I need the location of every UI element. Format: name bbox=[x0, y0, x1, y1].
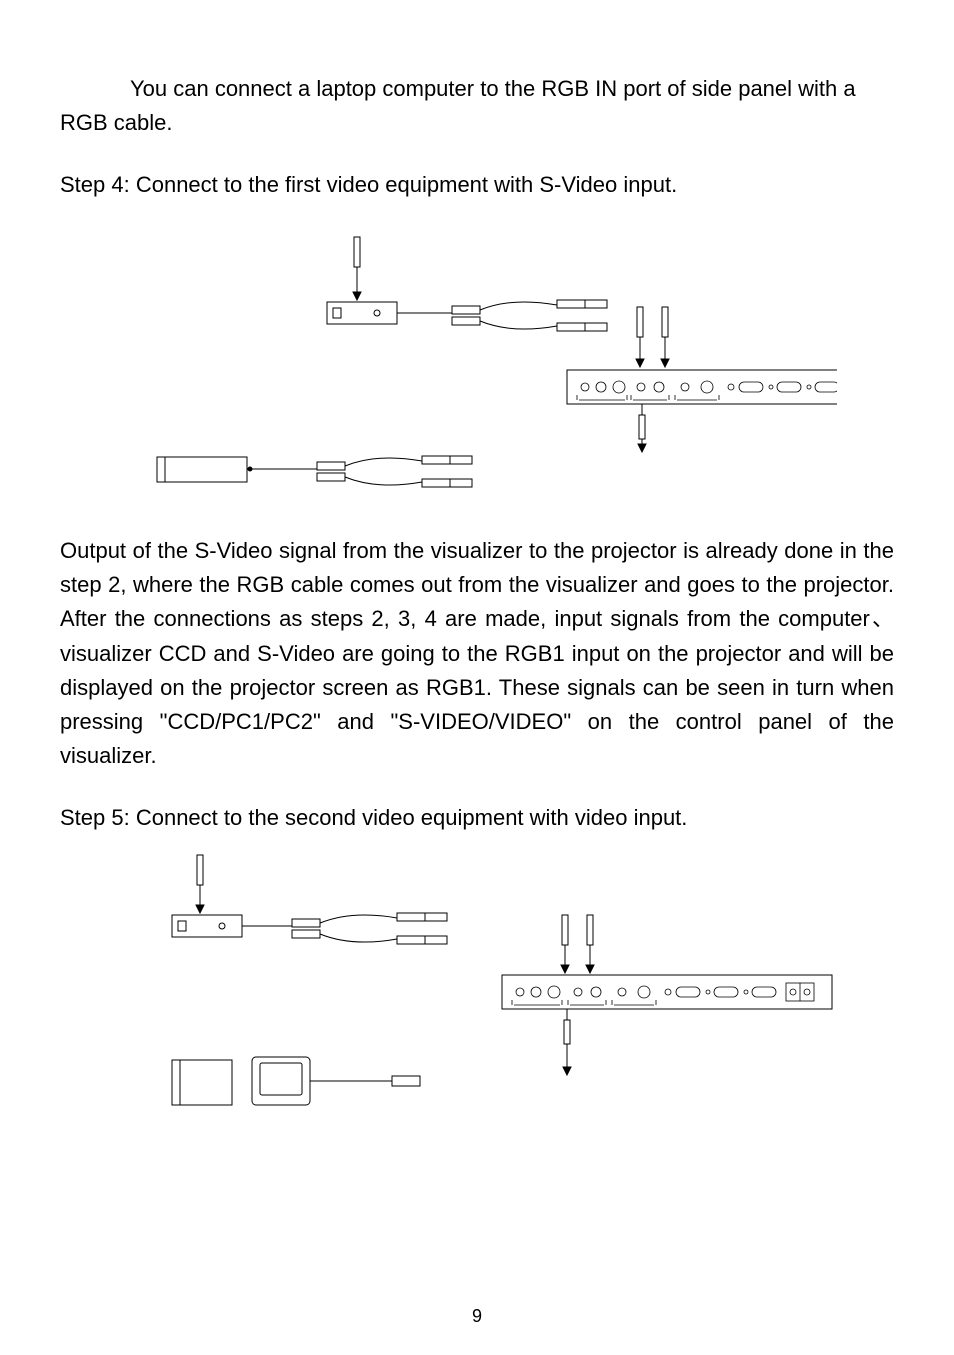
diagram-step5 bbox=[60, 845, 894, 1135]
output-paragraph: Output of the S-Video signal from the vi… bbox=[60, 534, 894, 773]
diagram-step4 bbox=[60, 212, 894, 512]
page-number: 9 bbox=[0, 1303, 954, 1331]
step4-heading: Step 4: Connect to the first video equip… bbox=[60, 168, 894, 202]
intro-paragraph: You can connect a laptop computer to the… bbox=[60, 72, 894, 140]
step5-heading: Step 5: Connect to the second video equi… bbox=[60, 801, 894, 835]
